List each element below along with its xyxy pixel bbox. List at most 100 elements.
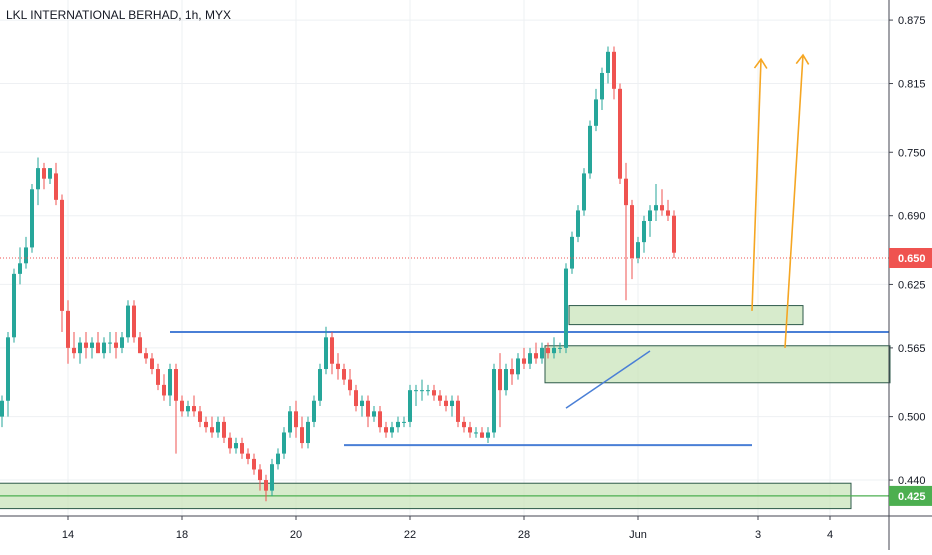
candle-body	[612, 51, 616, 89]
support-price-badge-bg	[889, 485, 932, 506]
candle-body	[270, 464, 274, 491]
x-tick-label: 22	[404, 529, 416, 541]
candle-body	[102, 342, 106, 354]
zone-rectangle	[544, 345, 891, 384]
candle-body	[582, 173, 586, 211]
candle-body	[6, 337, 10, 401]
zone-rectangle	[568, 305, 804, 326]
candle-body	[36, 168, 40, 190]
candle-body	[66, 310, 70, 348]
candle-body	[96, 342, 100, 354]
candle-body	[210, 427, 214, 433]
candle-body	[324, 337, 328, 370]
candle-body	[198, 411, 202, 422]
candle-body	[384, 427, 388, 433]
candle-body	[276, 453, 280, 465]
candle-body	[264, 480, 268, 491]
candle-body	[18, 263, 22, 274]
candle-body	[216, 421, 220, 433]
candle-body	[354, 390, 358, 407]
candle-body	[234, 443, 238, 449]
candle-body	[12, 273, 16, 338]
candle-body	[342, 369, 346, 380]
candle-body	[528, 353, 532, 364]
candle-body	[468, 427, 472, 433]
candle-body	[168, 369, 172, 396]
candle-body	[222, 421, 226, 438]
last-price-badge-bg	[889, 248, 932, 268]
candle-body	[630, 205, 634, 258]
candle-body	[396, 421, 400, 428]
candle-body	[204, 421, 208, 428]
candle-body	[240, 443, 244, 454]
candle-body	[252, 458, 256, 470]
candle-body	[126, 305, 130, 338]
candle-body	[456, 400, 460, 422]
candle-body	[108, 342, 112, 344]
y-tick-label: 0.875	[898, 15, 926, 27]
candle-body	[258, 469, 262, 481]
y-tick-label: 0.815	[898, 79, 926, 91]
candle-body	[594, 99, 598, 126]
candle-body	[450, 400, 454, 407]
candle-body	[330, 337, 334, 364]
candle-body	[48, 168, 52, 179]
candle-body	[60, 199, 64, 311]
candle-body	[30, 189, 34, 248]
candle-body	[378, 411, 382, 428]
support-price-badge: 0.425	[898, 491, 926, 503]
candle-body	[84, 342, 88, 348]
chart-title: LKL INTERNATIONAL BERHAD, 1h, MYX	[6, 8, 231, 22]
candle-body	[402, 421, 406, 423]
candle-body	[174, 369, 178, 401]
candle-body	[504, 369, 508, 391]
candle-body	[120, 337, 124, 348]
last-price-badge: 0.650	[898, 253, 926, 265]
candle-body	[42, 168, 46, 179]
arrow-shaft	[784, 54, 804, 348]
candle-body	[150, 358, 154, 370]
candle-body	[486, 432, 490, 438]
candle-body	[606, 51, 610, 73]
x-tick-label: 18	[176, 529, 188, 541]
candle-body	[0, 400, 4, 417]
candle-body	[408, 390, 412, 422]
candle-body	[516, 358, 520, 375]
candle-body	[228, 437, 232, 449]
candle-body	[618, 88, 622, 179]
candle-body	[372, 411, 376, 417]
candle-body	[600, 72, 604, 100]
x-tick-label: 4	[827, 529, 833, 541]
candle-body	[246, 453, 250, 459]
y-tick-label: 0.690	[898, 211, 926, 223]
y-tick-label: 0.500	[898, 412, 926, 424]
candle-body	[300, 427, 304, 444]
candle-body	[576, 210, 580, 237]
candle-body	[366, 400, 370, 417]
candle-body	[156, 369, 160, 385]
candle-body	[390, 427, 394, 433]
arrow-head	[753, 57, 768, 69]
trendline	[565, 350, 651, 409]
candle-body	[672, 215, 676, 253]
candle-body	[498, 369, 502, 391]
candle-body	[132, 305, 136, 338]
candle-body	[636, 242, 640, 258]
arrow-shaft	[751, 59, 762, 311]
candle-body	[360, 400, 364, 407]
candle-body	[426, 390, 430, 392]
y-tick-label: 0.440	[898, 475, 926, 487]
candle-body	[642, 220, 646, 243]
candle-body	[510, 369, 514, 375]
x-tick-label: Jun	[629, 529, 647, 541]
candle-body	[312, 400, 316, 422]
candle-body	[534, 353, 538, 359]
arrow-head	[795, 53, 810, 65]
candle-body	[306, 421, 310, 444]
candle-body	[552, 347, 556, 354]
candle-body	[192, 406, 196, 412]
candle-body	[180, 400, 184, 412]
candle-body	[282, 432, 286, 454]
